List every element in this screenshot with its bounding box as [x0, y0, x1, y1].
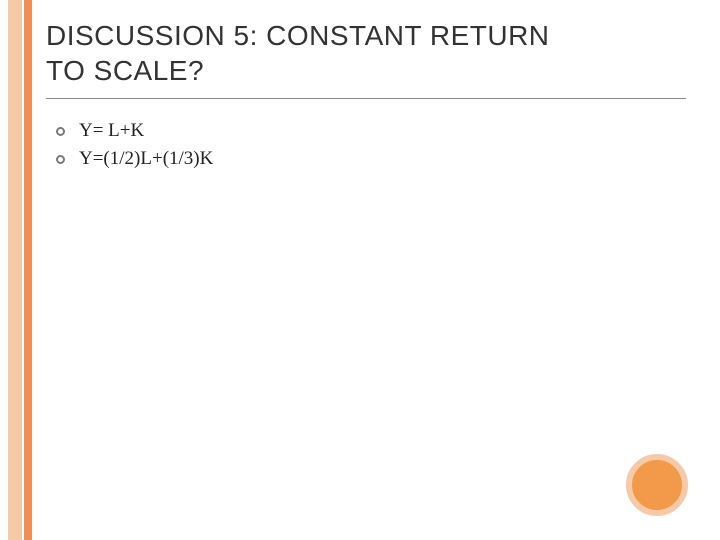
- decorative-corner-circle: [626, 454, 688, 516]
- bullet-text: Y=(1/2)L+(1/3)K: [79, 148, 213, 170]
- bullet-icon: [56, 127, 65, 136]
- slide-title-line2: TO SCALE?: [46, 53, 696, 88]
- title-underline: [46, 98, 686, 99]
- bullet-icon: [56, 155, 65, 164]
- left-stripe-outer: [8, 0, 22, 540]
- left-stripe-inner: [24, 0, 32, 540]
- slide-title-block: DISCUSSION 5: CONSTANT RETURN TO SCALE?: [46, 18, 696, 99]
- bullet-list: Y= L+K Y=(1/2)L+(1/3)K: [56, 120, 213, 176]
- slide-title-line1: DISCUSSION 5: CONSTANT RETURN: [46, 18, 696, 53]
- list-item: Y=(1/2)L+(1/3)K: [56, 148, 213, 170]
- list-item: Y= L+K: [56, 120, 213, 142]
- bullet-text: Y= L+K: [79, 120, 144, 142]
